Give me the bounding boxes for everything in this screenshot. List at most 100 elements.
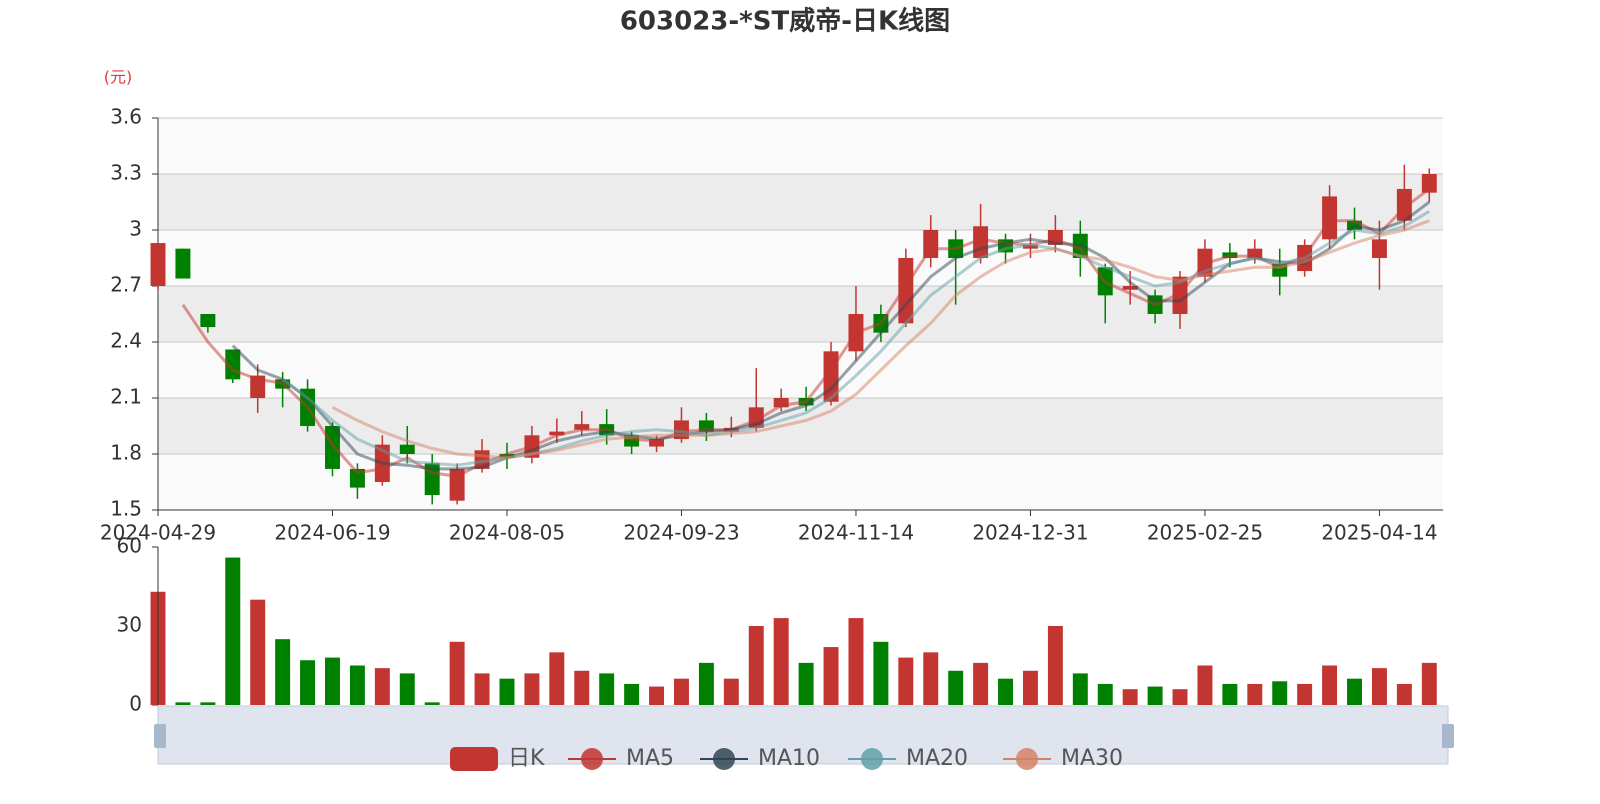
y-tick-label: 2.1 [110, 385, 142, 409]
volume-bar [1421, 662, 1437, 705]
volume-bar [599, 673, 615, 705]
volume-bar [1122, 689, 1138, 705]
x-tick-label: 2024-04-29 [100, 521, 216, 545]
candle-body [898, 258, 914, 324]
volume-bar [424, 702, 440, 705]
volume-bar [998, 678, 1014, 705]
volume-bar [574, 670, 590, 705]
volume-bar [300, 660, 316, 705]
volume-bar [673, 678, 689, 705]
volume-bar [1396, 683, 1412, 705]
y-tick-label: 2.4 [110, 329, 142, 353]
legend-item[interactable]: 日K [450, 746, 545, 771]
volume-tick-label: 60 [117, 534, 142, 558]
volume-bar [1172, 689, 1188, 705]
candle-body [1247, 248, 1263, 258]
volume-bar [798, 662, 814, 705]
volume-bar [399, 673, 415, 705]
candle-body [773, 398, 789, 408]
legend-icon [581, 748, 603, 770]
ma-line [331, 219, 1430, 460]
legend-icon [1016, 748, 1038, 770]
candle-body [499, 454, 515, 458]
volume-tick-label: 0 [129, 692, 142, 716]
volume-bar [873, 641, 889, 705]
x-tick-label: 2024-09-23 [623, 521, 739, 545]
volume-bar [823, 647, 839, 705]
volume-bar [1347, 678, 1362, 705]
candle-body [1322, 196, 1338, 240]
candle-body [1172, 276, 1188, 314]
volume-bar [723, 678, 739, 705]
split-area [158, 118, 1443, 174]
volume-bar [624, 683, 640, 705]
candle-body [1122, 286, 1138, 290]
x-tick-label: 2024-11-14 [798, 521, 914, 545]
volume-bar [524, 673, 540, 705]
volume-bar [1247, 683, 1263, 705]
volume-bar [449, 641, 465, 705]
x-tick-label: 2024-08-05 [449, 521, 565, 545]
volume-bar [1097, 683, 1113, 705]
volume-bar [649, 686, 665, 705]
volume-bar [1197, 665, 1213, 705]
x-tick-label: 2025-04-14 [1321, 521, 1437, 545]
split-area [158, 286, 1443, 342]
candle-body [624, 435, 640, 447]
volume-bar [1272, 681, 1288, 705]
volume-bar [200, 702, 216, 705]
zoom-handle[interactable] [154, 724, 166, 748]
volume-tick-label: 30 [117, 613, 142, 637]
legend-icon [450, 747, 498, 771]
legend-icon [861, 748, 883, 770]
volume-bar [374, 668, 390, 705]
volume-bar [948, 670, 964, 705]
y-tick-label: 1.8 [110, 441, 142, 465]
y-tick-label: 3.6 [110, 105, 142, 129]
legend-label: 日K [508, 746, 545, 771]
candle-body [150, 243, 166, 286]
volume-bar [973, 662, 989, 705]
y-unit: (元) [104, 68, 133, 87]
chart-title: 603023-*ST威帝-日K线图 [620, 6, 950, 37]
x-tick-label: 2024-06-19 [274, 521, 390, 545]
volume-bar [275, 639, 291, 705]
candle-body [175, 248, 191, 279]
candle-body [549, 431, 565, 436]
volume-bar [1047, 626, 1063, 705]
legend-item[interactable]: MA5 [568, 746, 674, 771]
volume-bar [325, 657, 340, 705]
y-tick-label: 2.7 [110, 273, 142, 297]
candle-body [1371, 239, 1387, 258]
split-area [158, 454, 1443, 510]
volume-bar [349, 665, 365, 705]
volume-bar [848, 618, 864, 705]
zoom-slider[interactable] [157, 705, 1449, 765]
volume-bar [923, 652, 939, 705]
legend: 日K MA5 MA10 MA20 MA30 [450, 746, 1123, 771]
zoom-handle[interactable] [1442, 724, 1454, 748]
candle-body [649, 439, 665, 447]
volume-bar [549, 652, 565, 705]
volume-bar [1371, 668, 1387, 705]
legend-label: MA30 [1061, 746, 1123, 771]
legend-item[interactable]: MA30 [1003, 746, 1123, 771]
candle-body [923, 230, 939, 258]
candle-body [200, 314, 216, 328]
x-tick-label: 2024-12-31 [972, 521, 1088, 545]
candle-body [1421, 174, 1437, 193]
legend-label: MA20 [906, 746, 968, 771]
volume-bar [250, 599, 266, 705]
volume-bar [474, 673, 490, 705]
volume-bar [898, 657, 914, 705]
volume-bar [499, 678, 515, 705]
volume-bar [773, 618, 789, 705]
legend-item[interactable]: MA10 [700, 746, 820, 771]
candle-body [698, 420, 714, 432]
legend-item[interactable]: MA20 [848, 746, 968, 771]
candle-body [399, 444, 415, 454]
y-tick-label: 3.3 [110, 161, 142, 185]
volume-bar [1222, 683, 1238, 705]
volume-bar [175, 702, 191, 705]
